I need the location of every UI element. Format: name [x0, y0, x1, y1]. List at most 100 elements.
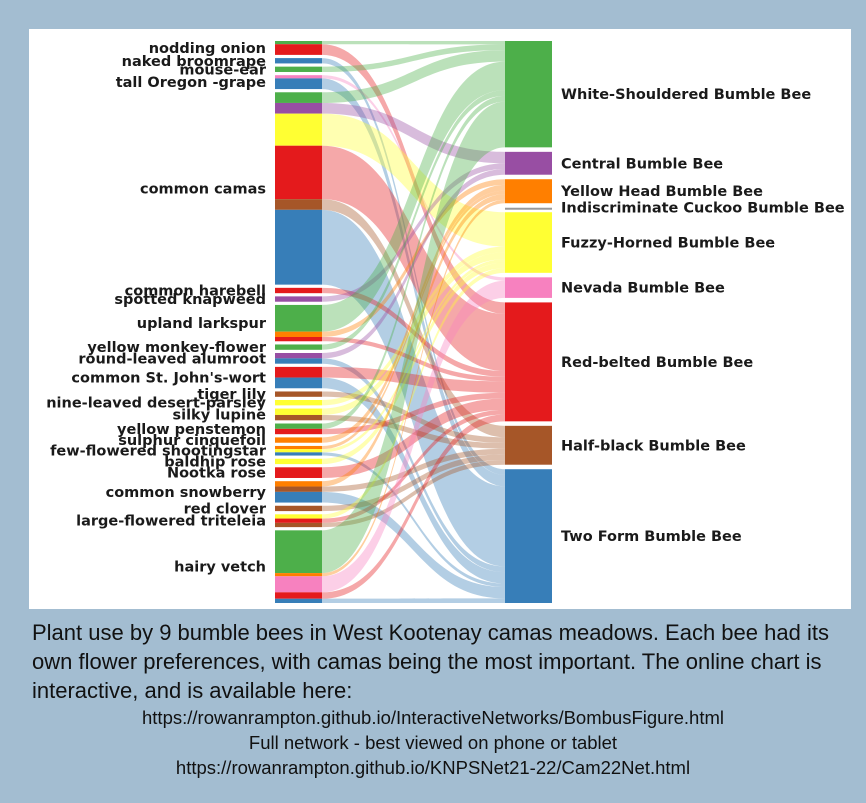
link-upland-larkspur-to-yellow-head-bumble-bee[interactable]: [322, 179, 505, 337]
plant-node-segment-nine-leaved-desert-parsley[interactable]: [275, 400, 322, 406]
link-baldhip-rose-to-fuzzy-horned-bumble-bee[interactable]: [322, 262, 505, 465]
link-upland-larkspur-to-red-belted-bumble-bee[interactable]: [322, 336, 505, 382]
link-common-harebell-to-red-belted-bumble-bee[interactable]: [322, 287, 505, 377]
link-common-camas-to-red-belted-bumble-bee[interactable]: [322, 145, 505, 372]
link-naked-broomrape-to-two-form-bumble-bee[interactable]: [322, 58, 505, 475]
link-hairy-vetch-to-two-form-bumble-bee[interactable]: [322, 598, 505, 603]
link-silky-lupine-to-fuzzy-horned-bumble-bee[interactable]: [322, 252, 505, 415]
link-upland-larkspur-to-white-shouldered-bumble-bee[interactable]: [322, 61, 505, 332]
plant-node-segment-sulphur-cinquefoil[interactable]: [275, 437, 322, 443]
plant-node-segment-round-leaved-alumroot[interactable]: [275, 358, 322, 364]
plant-node-segment-nodding-onion[interactable]: [275, 41, 322, 45]
plant-node-segment-common-harebell[interactable]: [275, 287, 322, 294]
full-network-link[interactable]: https://rowanrampton.github.io/KNPSNet21…: [175, 757, 691, 778]
plant-node-segment-silky-lupine[interactable]: [275, 414, 322, 421]
plant-node-segment-few-flowered-shootingstar[interactable]: [275, 449, 322, 453]
plant-node-segment-tall-oregon-grape[interactable]: [275, 78, 322, 90]
link-common-camas-to-central-bumble-bee[interactable]: [322, 102, 505, 164]
link-tiger-lily-to-half-black-bumble-bee[interactable]: [322, 391, 505, 443]
plant-node-segment-common-snowberry[interactable]: [275, 481, 322, 487]
plant-node-segment-common-camas[interactable]: [275, 209, 322, 285]
plant-node-segment-upland-larkspur[interactable]: [275, 336, 322, 342]
link-nodding-onion-to-red-belted-bumble-bee[interactable]: [322, 44, 505, 314]
plant-node-segment-hairy-vetch[interactable]: [275, 598, 322, 603]
link-large-flowered-triteleia-to-half-black-bumble-bee[interactable]: [322, 460, 505, 528]
plant-node-segment-mouse-ear[interactable]: [275, 66, 322, 72]
link-yellow-penstemon-to-white-shouldered-bumble-bee[interactable]: [322, 95, 505, 429]
bee-node-central-bumble-bee[interactable]: [505, 151, 552, 175]
plant-node-segment-large-flowered-triteleia[interactable]: [275, 518, 322, 523]
plant-node-segment-nootka-rose[interactable]: [275, 467, 322, 478]
link-nine-leaved-desert-parsley-to-fuzzy-horned-bumble-bee[interactable]: [322, 246, 505, 406]
link-red-clover-to-half-black-bumble-bee[interactable]: [322, 454, 505, 512]
bee-node-red-belted-bumble-bee[interactable]: [505, 302, 552, 422]
bee-node-nevada-bumble-bee[interactable]: [505, 277, 552, 298]
link-large-flowered-triteleia-to-red-belted-bumble-bee[interactable]: [322, 409, 505, 523]
link-tall-oregon-grape-to-nevada-bumble-bee[interactable]: [322, 75, 505, 281]
link-common-camas-to-fuzzy-horned-bumble-bee[interactable]: [322, 113, 505, 247]
plant-node-segment-common-camas[interactable]: [275, 199, 322, 210]
link-sulphur-cinquefoil-to-yellow-head-bumble-bee[interactable]: [322, 184, 505, 443]
plant-node-segment-spotted-knapweed[interactable]: [275, 296, 322, 302]
plant-node-segment-upland-larkspur[interactable]: [275, 304, 322, 332]
link-tall-oregon-grape-to-two-form-bumble-bee[interactable]: [322, 78, 505, 487]
bee-node-two-form-bumble-bee[interactable]: [505, 469, 552, 603]
interactive-chart-link[interactable]: https://rowanrampton.github.io/Interacti…: [142, 707, 724, 728]
link-spotted-knapweed-to-central-bumble-bee[interactable]: [322, 163, 505, 302]
plant-node-segment-common-camas[interactable]: [275, 92, 322, 103]
link-common-camas-to-half-black-bumble-bee[interactable]: [322, 199, 505, 438]
plant-node-segment-common-st-john-s-wort[interactable]: [275, 366, 322, 378]
link-hairy-vetch-to-red-belted-bumble-bee[interactable]: [322, 414, 505, 599]
plant-node-segment-few-flowered-shootingstar[interactable]: [275, 445, 322, 450]
plant-node-segment-hairy-vetch[interactable]: [275, 576, 322, 593]
link-common-camas-to-two-form-bumble-bee[interactable]: [322, 209, 505, 567]
link-mouse-ear-to-white-shouldered-bumble-bee[interactable]: [322, 44, 505, 72]
bee-node-white-shouldered-bumble-bee[interactable]: [505, 41, 552, 148]
link-large-flowered-triteleia-to-fuzzy-horned-bumble-bee[interactable]: [322, 268, 505, 519]
link-common-st-john-s-wort-to-two-form-bumble-bee[interactable]: [322, 377, 505, 584]
link-yellow-penstemon-to-red-belted-bumble-bee[interactable]: [322, 392, 505, 435]
link-common-camas-to-white-shouldered-bumble-bee[interactable]: [322, 50, 505, 103]
plant-node-segment-hairy-vetch[interactable]: [275, 573, 322, 577]
plant-node-segment-few-flowered-shootingstar[interactable]: [275, 452, 322, 456]
plant-node-segment-naked-broomrape[interactable]: [275, 58, 322, 64]
plant-node-segment-round-leaved-alumroot[interactable]: [275, 353, 322, 359]
plant-node-segment-tiger-lily[interactable]: [275, 391, 322, 397]
plant-node-segment-baldhip-rose[interactable]: [275, 458, 322, 465]
plant-node-segment-nodding-onion[interactable]: [275, 44, 322, 55]
plant-node-segment-yellow-monkey-flower[interactable]: [275, 344, 322, 350]
plant-node-segment-common-snowberry[interactable]: [275, 491, 322, 503]
plant-node-segment-hairy-vetch[interactable]: [275, 530, 322, 574]
link-few-flowered-shootingstar-to-two-form-bumble-bee[interactable]: [322, 452, 505, 587]
bee-node-yellow-head-bumble-bee[interactable]: [505, 179, 552, 204]
link-yellow-monkey-flower-to-white-shouldered-bumble-bee[interactable]: [322, 90, 505, 350]
link-nootka-rose-to-red-belted-bumble-bee[interactable]: [322, 398, 505, 478]
plant-node-segment-upland-larkspur[interactable]: [275, 331, 322, 337]
link-nodding-onion-to-white-shouldered-bumble-bee[interactable]: [322, 41, 505, 45]
link-silky-lupine-to-half-black-bumble-bee[interactable]: [322, 414, 505, 449]
link-round-leaved-alumroot-to-two-form-bumble-bee[interactable]: [322, 358, 505, 573]
link-common-st-john-s-wort-to-red-belted-bumble-bee[interactable]: [322, 366, 505, 393]
bee-node-indiscriminate-cuckoo-bumble-bee[interactable]: [505, 207, 552, 210]
bee-node-half-black-bumble-bee[interactable]: [505, 425, 552, 465]
link-few-flowered-shootingstar-to-fuzzy-horned-bumble-bee[interactable]: [322, 259, 505, 453]
plant-node-segment-large-flowered-triteleia[interactable]: [275, 514, 322, 519]
plant-node-segment-hairy-vetch[interactable]: [275, 592, 322, 599]
link-common-snowberry-to-half-black-bumble-bee[interactable]: [322, 448, 505, 492]
plant-node-segment-yellow-penstemon[interactable]: [275, 428, 322, 435]
link-common-snowberry-to-yellow-head-bumble-bee[interactable]: [322, 194, 505, 487]
link-hairy-vetch-to-white-shouldered-bumble-bee[interactable]: [322, 101, 505, 574]
link-common-snowberry-to-two-form-bumble-bee[interactable]: [322, 491, 505, 599]
plant-node-segment-common-snowberry[interactable]: [275, 486, 322, 492]
link-few-flowered-shootingstar-to-yellow-head-bumble-bee[interactable]: [322, 190, 505, 450]
plant-node-segment-silky-lupine[interactable]: [275, 408, 322, 415]
plant-node-segment-large-flowered-triteleia[interactable]: [275, 522, 322, 528]
plant-node-segment-tall-oregon-grape[interactable]: [275, 75, 322, 79]
link-round-leaved-alumroot-to-central-bumble-bee[interactable]: [322, 168, 505, 359]
link-hairy-vetch-to-nevada-bumble-bee[interactable]: [322, 280, 505, 593]
plant-node-segment-yellow-penstemon[interactable]: [275, 423, 322, 429]
bee-node-fuzzy-horned-bumble-bee[interactable]: [505, 212, 552, 273]
plant-node-segment-common-camas[interactable]: [275, 113, 322, 146]
plant-node-segment-red-clover[interactable]: [275, 505, 322, 512]
plant-node-segment-common-camas[interactable]: [275, 145, 322, 200]
